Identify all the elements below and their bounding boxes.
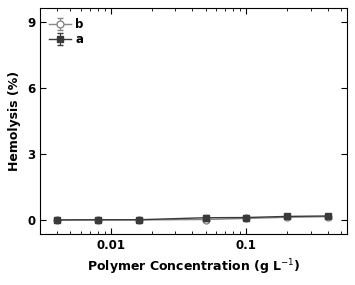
Y-axis label: Hemolysis (%): Hemolysis (%) [8,71,21,171]
X-axis label: Polymer Concentration (g L$^{-1}$): Polymer Concentration (g L$^{-1}$) [87,257,300,277]
Legend: b, a: b, a [46,14,87,50]
